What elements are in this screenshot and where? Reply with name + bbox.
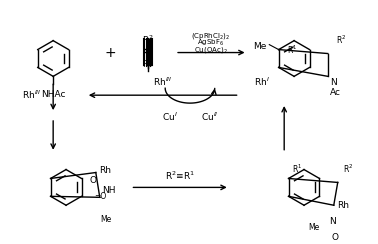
Text: Cu(OAc)$_2$: Cu(OAc)$_2$ — [194, 45, 228, 54]
Text: R$^1$: R$^1$ — [287, 43, 297, 56]
Text: R$^2$: R$^2$ — [143, 34, 154, 46]
Text: +: + — [105, 46, 116, 60]
Text: =O: =O — [94, 192, 106, 201]
Text: NHAc: NHAc — [41, 90, 65, 99]
Text: O: O — [332, 233, 339, 242]
Text: Ac: Ac — [330, 88, 341, 97]
Text: Cu$^{II}$: Cu$^{II}$ — [201, 111, 218, 123]
Text: R$^2$: R$^2$ — [336, 33, 346, 46]
Text: Rh$^{I}$: Rh$^{I}$ — [254, 76, 270, 88]
Text: Rh$^{III}$: Rh$^{III}$ — [153, 76, 173, 88]
Text: Me: Me — [100, 215, 111, 224]
Text: Cu$^{I}$: Cu$^{I}$ — [162, 111, 178, 123]
Text: NH: NH — [102, 186, 115, 195]
Text: Rh: Rh — [99, 166, 111, 175]
Text: N: N — [330, 78, 336, 87]
Text: Rh$^{III}$: Rh$^{III}$ — [22, 89, 41, 102]
Text: (CpRhCl$_2$)$_2$: (CpRhCl$_2$)$_2$ — [191, 31, 230, 41]
Text: N: N — [329, 217, 336, 226]
Text: Me: Me — [253, 42, 266, 51]
Text: Rh: Rh — [337, 201, 349, 210]
Text: R$^2$≡R$^1$: R$^2$≡R$^1$ — [165, 170, 195, 183]
Text: R$^1$: R$^1$ — [291, 163, 302, 175]
Text: R$^1$: R$^1$ — [143, 58, 154, 71]
Text: O: O — [90, 176, 97, 185]
Text: Me: Me — [308, 223, 320, 232]
Text: R$^2$: R$^2$ — [343, 162, 353, 174]
Text: AgSbF$_6$: AgSbF$_6$ — [197, 37, 224, 48]
